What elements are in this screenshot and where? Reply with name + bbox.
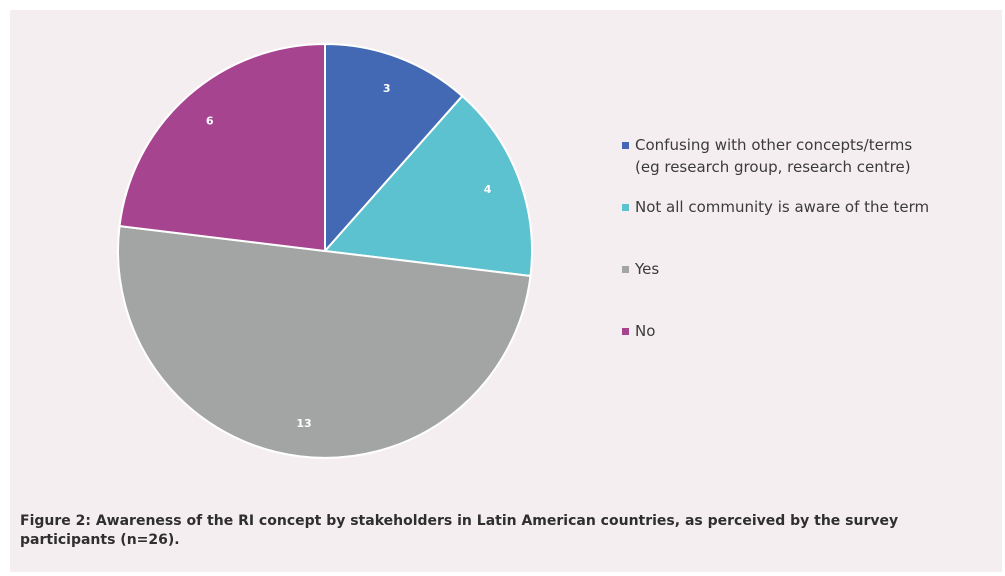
legend-swatch-no [622,328,629,335]
legend-item-not-aware: Not all community is aware of the term [622,196,992,218]
figure-caption-line1: Figure 2: Awareness of the RI concept by… [20,513,899,529]
legend-label-yes: Yes [635,260,660,278]
slice-label-yes: 13 [296,417,311,430]
legend-swatch-confusing [622,142,629,149]
legend-item-no: No [622,320,992,342]
legend-label-confusing-line1: Confusing with other concepts/terms [635,136,913,154]
legend-label-no: No [635,322,656,340]
legend-label-confusing-line2: (eg research group, research centre) [635,158,911,176]
legend-label-confusing: Confusing with other concepts/terms (eg … [635,134,992,178]
legend-item-confusing: Confusing with other concepts/terms (eg … [622,134,992,178]
legend-label-not-aware: Not all community is aware of the term [635,198,930,216]
pie-slice-no [118,42,326,253]
pie-slice-yes [117,224,532,459]
slice-label-not-aware: 4 [484,183,492,196]
figure-caption: Figure 2: Awareness of the RI concept by… [20,512,990,550]
pie-slice-not-aware [322,94,533,278]
figure-caption-line2: participants (n=26). [20,532,180,548]
figure: 3 4 13 6 Confusing with other concepts/term… [10,10,1002,572]
slice-label-confusing: 3 [383,82,391,95]
legend-swatch-not-aware [622,204,629,211]
legend-swatch-yes [622,266,629,273]
pie-slice-confusing [324,42,464,254]
legend-item-yes: Yes [622,258,992,280]
slice-label-no: 6 [206,114,214,127]
pie-chart: 3 4 13 6 [117,42,533,459]
